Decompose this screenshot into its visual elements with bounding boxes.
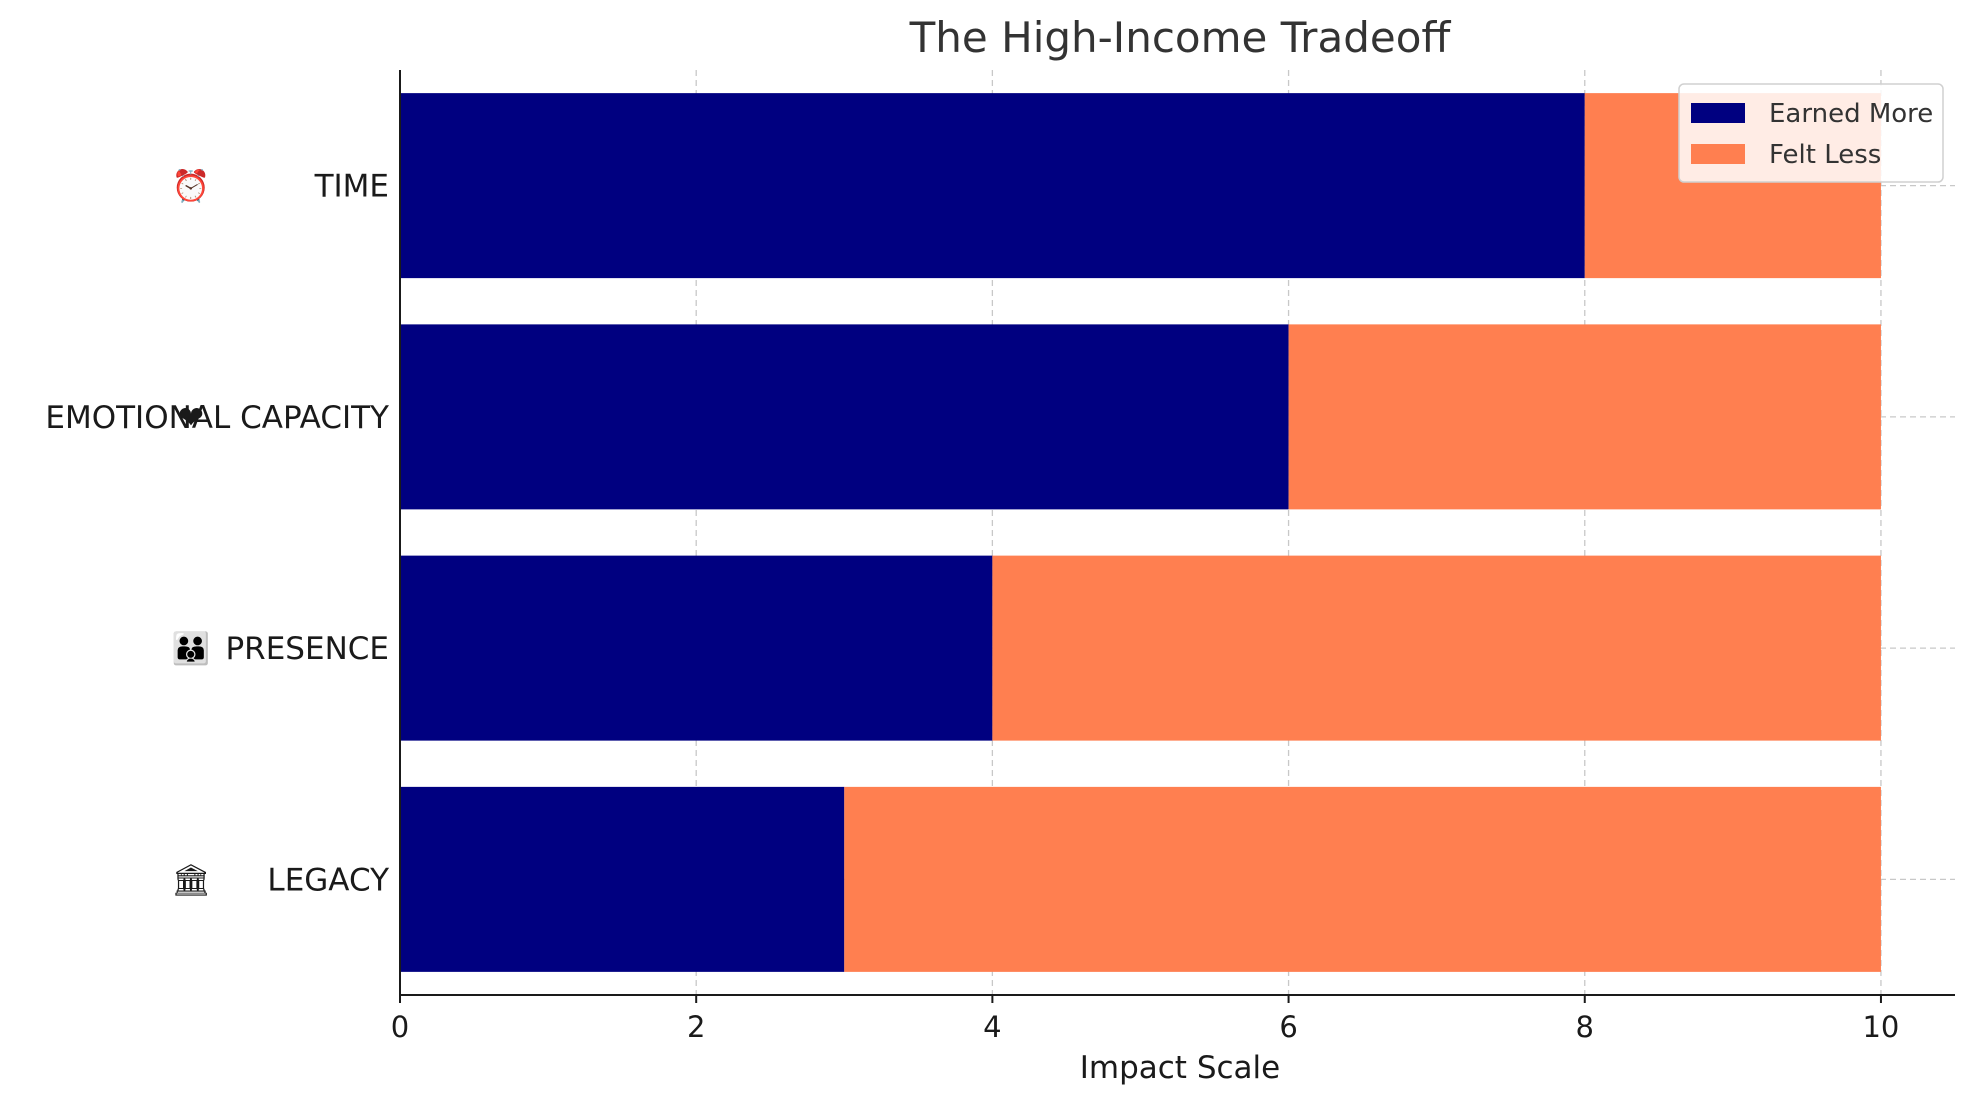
legend[interactable]: Earned More Felt Less: [1678, 83, 1944, 183]
bar-time-earned-more[interactable]: [400, 93, 1585, 279]
x-axis-label: Impact Scale: [1080, 1050, 1280, 1086]
x-axis-ticks: 0 2 4 6 8 10: [391, 995, 1899, 1044]
y-tick-label-emotional-capacity: EMOTIONAL CAPACITY: [45, 400, 389, 436]
y-axis-ticks: TIME ⏰ EMOTIONAL CAPACITY❤ PRESENCE 👪 LEGACY 🏛: [45, 167, 389, 899]
heart-icon: ❤: [178, 400, 204, 436]
bars: [400, 93, 1881, 972]
x-tick-label: 4: [983, 1010, 1001, 1044]
y-tick-label-time: TIME: [314, 169, 389, 205]
bar-legacy-earned-more[interactable]: [400, 786, 845, 972]
family-icon: 👪: [172, 630, 211, 667]
chart-title: The High-Income Tradeoff: [909, 13, 1452, 62]
legend-swatch-felt-less: [1691, 144, 1745, 164]
axes: [399, 70, 1955, 996]
x-tick-label: 10: [1862, 1010, 1899, 1044]
legend-swatch-earned-more: [1691, 103, 1745, 123]
legend-label-felt-less: Felt Less: [1769, 140, 1881, 170]
x-tick-label: 2: [687, 1010, 705, 1044]
bar-emotional-capacity-felt-less[interactable]: [1288, 324, 1881, 510]
x-tick-label: 6: [1279, 1010, 1297, 1044]
bar-presence-felt-less[interactable]: [992, 555, 1881, 741]
monument-icon: 🏛: [171, 862, 210, 898]
y-tick-label-legacy: LEGACY: [267, 862, 389, 898]
legend-label-earned-more: Earned More: [1769, 99, 1933, 129]
bar-legacy-felt-less[interactable]: [844, 786, 1881, 972]
y-tick-label-presence: PRESENCE: [225, 631, 389, 667]
x-tick-label: 0: [391, 1010, 409, 1044]
bar-presence-earned-more[interactable]: [400, 555, 993, 741]
bar-emotional-capacity-earned-more[interactable]: [400, 324, 1289, 510]
x-tick-label: 8: [1576, 1010, 1594, 1044]
alarm-clock-icon: ⏰: [172, 167, 211, 205]
